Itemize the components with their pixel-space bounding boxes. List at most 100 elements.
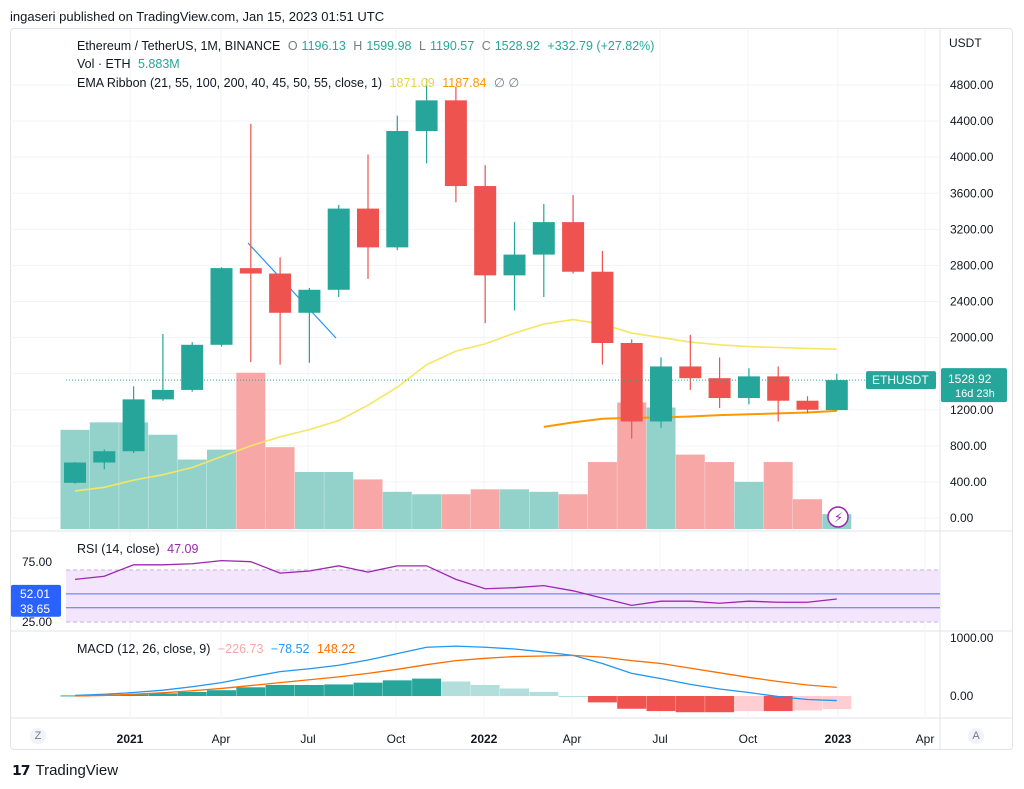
price-tick-label: 4400.00 bbox=[950, 114, 994, 128]
rsi-tag-b: 38.65 bbox=[20, 602, 50, 616]
vol-label: Vol · ETH bbox=[77, 57, 131, 71]
volume-bar bbox=[793, 499, 822, 529]
candle-body bbox=[591, 271, 614, 343]
c-value: 1528.92 bbox=[494, 39, 540, 53]
macd-histogram-bar bbox=[675, 696, 705, 713]
rsi-tick-75: 75.00 bbox=[22, 555, 52, 569]
price-axis-unit: USDT bbox=[949, 36, 982, 50]
h-value: 1599.98 bbox=[366, 39, 412, 53]
footer-brand: 𝟭𝟳 TradingView bbox=[12, 762, 118, 779]
ema-label: EMA Ribbon (21, 55, 100, 200, 40, 45, 50… bbox=[77, 76, 383, 90]
rsi-tag-b-bg bbox=[11, 599, 61, 617]
candle-body bbox=[708, 378, 731, 399]
candle-body bbox=[122, 399, 145, 452]
price-tick-label: 4800.00 bbox=[950, 78, 994, 92]
macd-histogram-bar bbox=[412, 678, 442, 696]
macd-histogram-bar bbox=[822, 696, 852, 710]
macd-histogram-bar bbox=[617, 696, 647, 709]
change-value: +332.79 (+27.82%) bbox=[547, 39, 655, 53]
volume-bar bbox=[529, 491, 559, 529]
volume-bar bbox=[353, 479, 383, 529]
volume-bar bbox=[265, 447, 295, 529]
time-axis-label: Apr bbox=[916, 732, 935, 746]
price-tick-label: 0.00 bbox=[950, 511, 974, 525]
ema-fast-line bbox=[74, 318, 837, 492]
candle-body bbox=[737, 376, 760, 399]
volume-bar bbox=[763, 462, 793, 529]
macd-signal-line bbox=[74, 654, 837, 697]
rsi-tag-a: 52.01 bbox=[20, 587, 50, 601]
macd-histogram-bar bbox=[441, 681, 471, 696]
volume-bar bbox=[324, 471, 354, 529]
candle-body bbox=[357, 208, 379, 248]
rsi-value: 47.09 bbox=[167, 542, 199, 556]
volume-bar bbox=[236, 372, 266, 529]
l-label: L bbox=[419, 39, 426, 53]
candle-body bbox=[415, 100, 438, 132]
macd-histogram-bar bbox=[294, 684, 324, 696]
volume-bar bbox=[705, 462, 735, 529]
time-axis-label: 2023 bbox=[825, 732, 852, 746]
candle-body bbox=[327, 208, 350, 290]
macd-hist-value: −226.73 bbox=[217, 642, 264, 656]
macd-histogram-bar bbox=[470, 684, 500, 696]
publish-header: ingaseri published on TradingView.com, J… bbox=[10, 9, 385, 24]
time-axis-label: Apr bbox=[563, 732, 582, 746]
volume-bar bbox=[470, 489, 500, 529]
log-scale-toggle[interactable]: Z bbox=[30, 728, 46, 744]
rsi-legend: RSI (14, close) 47.09 bbox=[77, 542, 202, 556]
macd-line-value: −78.52 bbox=[270, 642, 310, 656]
volume-bar bbox=[500, 489, 529, 529]
price-tag-bg bbox=[941, 368, 1007, 403]
ema-value-1: 1871.09 bbox=[389, 76, 435, 90]
ema-slow-line bbox=[543, 409, 837, 428]
rsi-line bbox=[74, 559, 837, 607]
candle-body bbox=[386, 131, 409, 248]
main-legend: Ethereum / TetherUS, 1M, BINANCE O 1196.1… bbox=[77, 39, 658, 53]
macd-histogram-bar bbox=[177, 691, 207, 696]
price-tick-label: 400.00 bbox=[950, 475, 987, 489]
trend-line-drawing bbox=[247, 242, 337, 339]
vol-value: 5.883M bbox=[137, 57, 180, 71]
volume-bar bbox=[441, 494, 471, 529]
candle-body bbox=[151, 389, 174, 400]
price-tick-label: 3200.00 bbox=[950, 222, 994, 236]
macd-tick-1000: 1000.00 bbox=[950, 631, 994, 645]
symbol-label: Ethereum / TetherUS, 1M, BINANCE bbox=[77, 39, 281, 53]
price-tick-label: 1200.00 bbox=[950, 403, 994, 417]
volume-bar bbox=[89, 422, 119, 529]
macd-histogram-bar bbox=[705, 696, 735, 713]
last-price-tag: 1528.92 bbox=[948, 372, 992, 386]
candle-body bbox=[532, 222, 555, 255]
candle-body bbox=[239, 268, 262, 274]
macd-histogram-bar bbox=[119, 694, 149, 696]
macd-histogram-bar bbox=[763, 696, 793, 712]
volume-bar bbox=[412, 494, 442, 529]
symbol-tag-bg bbox=[866, 371, 936, 390]
time-axis-label: Jul bbox=[300, 732, 315, 746]
candle-body bbox=[825, 380, 848, 411]
candle-body bbox=[269, 273, 292, 313]
volume-bar bbox=[177, 459, 207, 529]
symbol-tag: ETHUSDT bbox=[872, 373, 929, 387]
brand-label: TradingView bbox=[35, 762, 119, 779]
candle-body bbox=[474, 186, 497, 276]
o-value: 1196.13 bbox=[301, 39, 346, 53]
macd-histogram-bar bbox=[529, 691, 559, 696]
price-tick-label: 4000.00 bbox=[950, 150, 994, 164]
candle-body bbox=[796, 400, 819, 410]
macd-label: MACD (12, 26, close, 9) bbox=[77, 642, 211, 656]
c-label: C bbox=[481, 39, 491, 53]
volume-bar bbox=[587, 462, 617, 529]
time-axis-label: Apr bbox=[212, 732, 231, 746]
o-label: O bbox=[287, 39, 298, 53]
auto-scale-toggle[interactable]: A bbox=[968, 728, 984, 744]
macd-tick-0: 0.00 bbox=[950, 689, 974, 703]
alert-flash-icon bbox=[827, 506, 849, 528]
candle-body bbox=[650, 366, 672, 422]
candle-body bbox=[64, 462, 86, 483]
volume-bar bbox=[207, 449, 236, 529]
time-axis-label: 2021 bbox=[117, 732, 144, 746]
time-axis-label: Jul bbox=[652, 732, 667, 746]
